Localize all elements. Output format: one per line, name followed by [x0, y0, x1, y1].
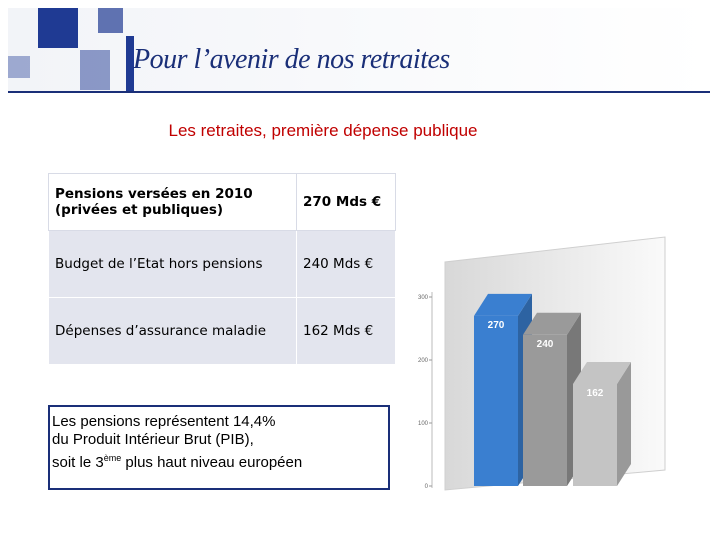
decor: [98, 8, 123, 33]
data-label: 162: [587, 388, 604, 399]
cell: 240 Mds €: [296, 230, 396, 298]
bar: [474, 315, 518, 486]
cell: Budget de l’Etat hors pensions: [48, 230, 297, 298]
header-title: Pour l’avenir de nos retraites: [133, 44, 450, 75]
bar: [573, 383, 617, 486]
callout: Les pensions représentent 14,4% du Produ…: [48, 405, 390, 490]
slide-title: Les retraites, première dépense publique: [168, 121, 478, 140]
bar-side: [617, 361, 631, 486]
y-tick-label: 300: [418, 295, 429, 301]
bar: [523, 334, 567, 486]
data-label: 270: [488, 320, 505, 331]
superscript: ème: [103, 453, 122, 463]
decor: [80, 50, 110, 90]
y-tick-label: 200: [418, 358, 429, 364]
cell: 162 Mds €: [296, 297, 396, 365]
decor: [8, 56, 30, 78]
callout-line: soit le 3ème plus haut niveau européen: [52, 449, 388, 472]
bar-top: [573, 361, 631, 384]
bar-top: [523, 312, 581, 335]
data-label: 240: [537, 339, 554, 350]
bar-top: [474, 293, 532, 316]
y-tick-label: 100: [418, 421, 429, 427]
decor: [126, 36, 134, 91]
decor: [38, 8, 78, 48]
table: Pensions versées en 2010 (privées et pub…: [48, 173, 396, 365]
cell: 270 Mds €: [296, 173, 396, 231]
banner: [8, 8, 710, 93]
y-tick-label: 0: [425, 484, 429, 490]
callout-line: Les pensions représentent 14,4%: [52, 413, 276, 430]
text: soit le 3: [52, 454, 104, 471]
text: plus haut niveau européen: [125, 454, 303, 471]
callout-line: du Produit Intérieur Brut (PIB),: [52, 431, 254, 448]
